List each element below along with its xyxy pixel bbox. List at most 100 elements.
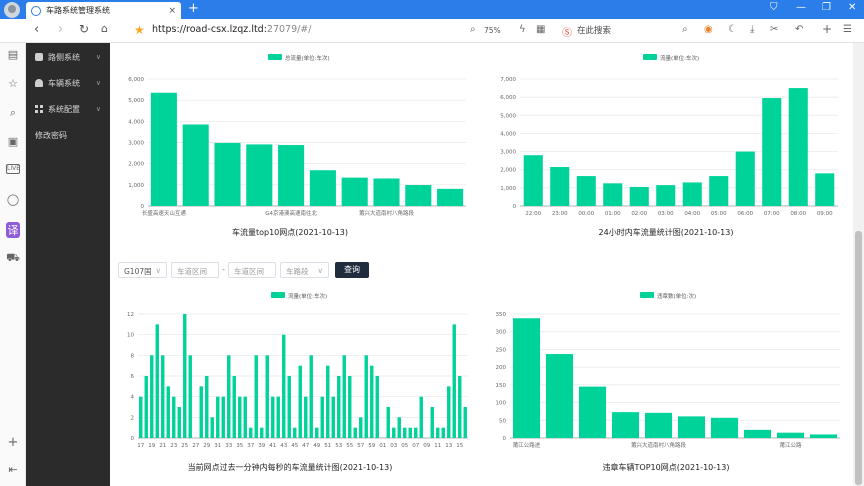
search-input[interactable]: 在此搜索 [577,26,612,36]
bar [656,185,676,206]
translate-icon[interactable]: 译 [6,222,20,238]
x-tick-label: 47 [302,443,309,449]
game-icon[interactable]: ◉ [704,24,713,35]
bar [144,376,148,438]
undo-icon[interactable]: ↶ [795,24,804,35]
x-tick-label: 35 [236,443,243,449]
bar [232,376,236,438]
reader-icon[interactable]: ▤ [7,48,19,61]
x-tick-label: 01 [379,443,386,449]
new-tab-button[interactable]: + [188,1,199,16]
minimize-button[interactable]: — [796,2,806,13]
legend-label: 流量(单位:车次) [288,292,327,300]
close-window-button[interactable]: ✕ [848,2,857,13]
section-end-input[interactable]: 车道区间 [228,262,276,278]
menu-icon[interactable]: ☰ [843,24,852,35]
search-icon[interactable]: ⌕ [9,106,17,119]
cart-icon[interactable]: ⛟ [6,251,20,264]
bar [182,124,209,206]
bar [177,407,181,438]
bar [611,412,640,438]
chart-title-per-second-flow: 当前网点过去一分钟内每秒的车流量统计图(2021-10-13) [187,463,393,472]
bar [337,376,341,438]
address-bar: ‹ › ↻ ⌂ ★ https://road-csx.lzqz.ltd:2707… [0,19,864,43]
favorites-icon[interactable]: ☆ [8,77,18,90]
url-input[interactable]: https://road-csx.lzqz.ltd:27079/#/ [152,24,312,35]
bar [809,434,838,438]
sidebar-item-roadside[interactable]: 路侧系统 ∨ [26,48,110,66]
x-tick-label: 33 [225,443,232,449]
x-tick-label: 45 [291,443,298,449]
chat-icon[interactable]: ◯ [6,193,20,206]
scissors-icon[interactable]: ✂ [770,24,779,35]
live-icon[interactable]: LIVE [6,164,21,174]
bar [205,376,209,438]
sidebar-item-label: 修改密码 [35,130,67,140]
bar [578,386,607,438]
home-icon[interactable]: ⌂ [101,22,108,35]
sidebar-item-vehicle[interactable]: 车辆系统 ∨ [26,74,110,92]
bar [260,427,264,438]
legend-label: 总流量(单位:车次) [285,54,330,62]
y-tick-label: 350 [496,312,507,318]
bar [414,427,418,438]
zoom-level[interactable]: 75% [484,26,501,35]
close-tab-icon[interactable]: × [168,5,176,16]
refresh-icon[interactable]: ↻ [79,22,90,36]
sidebar-item-config[interactable]: 系统配置 ∨ [26,100,110,118]
bar [278,145,305,206]
browser-tab[interactable]: 车路系统管理系统 × [26,2,181,19]
y-tick-label: 100 [496,401,507,407]
x-tick-label: 22:00 [525,211,541,217]
road-select[interactable]: G107国 ∨ [118,262,167,278]
x-tick-label: 21 [159,443,166,449]
star-icon[interactable]: ★ [134,23,145,37]
bar [603,183,623,206]
scrollbar-thumb[interactable] [855,231,862,485]
download-icon[interactable]: ⤓ [750,24,755,35]
avatar[interactable] [4,2,20,18]
bar [304,396,308,438]
plus-icon[interactable]: + [822,22,833,36]
bar [227,355,231,438]
bar [419,396,423,438]
sidebar-item-password[interactable]: 修改密码 [26,126,110,144]
zoom-icon[interactable]: ⌕ [470,24,476,35]
y-tick-label: 2,000 [500,168,516,174]
x-tick-label: 25 [181,443,188,449]
forward-icon[interactable]: › [58,22,64,37]
grid-icon[interactable]: ▦ [536,24,546,35]
search-icon[interactable]: ⌕ [682,24,688,35]
query-button[interactable]: 查询 [335,262,369,278]
scrollbar[interactable] [853,43,864,486]
x-tick-label: 05:00 [711,211,727,217]
x-tick-label: 00:00 [578,211,594,217]
y-tick-label: 2,000 [128,162,144,168]
shield-icon[interactable]: ⛉ [770,2,778,13]
range-dash: - [222,265,225,274]
lightning-icon[interactable]: ϟ [519,24,526,35]
main-content: 总流量(单位:车次) 0 1,000 2,000 3,000 4,000 5,000 6,00… [110,43,853,486]
y-tick-label: 6,000 [500,95,516,101]
search-engine-icon[interactable]: Ⓢ [562,28,572,39]
collapse-icon[interactable]: ⇤ [8,463,18,476]
moon-icon[interactable]: ☾ [728,24,737,35]
bar [364,355,368,438]
direction-select[interactable]: 车路段 ∨ [280,262,329,278]
chevron-down-icon: ∨ [317,266,324,275]
bar [216,396,220,438]
bar [545,354,574,438]
back-icon[interactable]: ‹ [34,22,40,37]
x-tick-label: 29 [203,443,210,449]
x-tick-label: 莆兴大道南村八角路段 [631,441,687,449]
x-tick-label: 57 [357,443,364,449]
bar [437,188,464,206]
add-icon[interactable]: + [7,435,19,450]
x-tick-label: 19 [148,443,155,449]
bar [166,386,170,438]
video-icon[interactable]: ▣ [7,135,19,148]
x-tick-label: 09:00 [817,211,833,217]
bar [523,155,543,206]
maximize-button[interactable]: ❐ [822,2,831,13]
section-start-input[interactable]: 车道区间 [171,262,219,278]
